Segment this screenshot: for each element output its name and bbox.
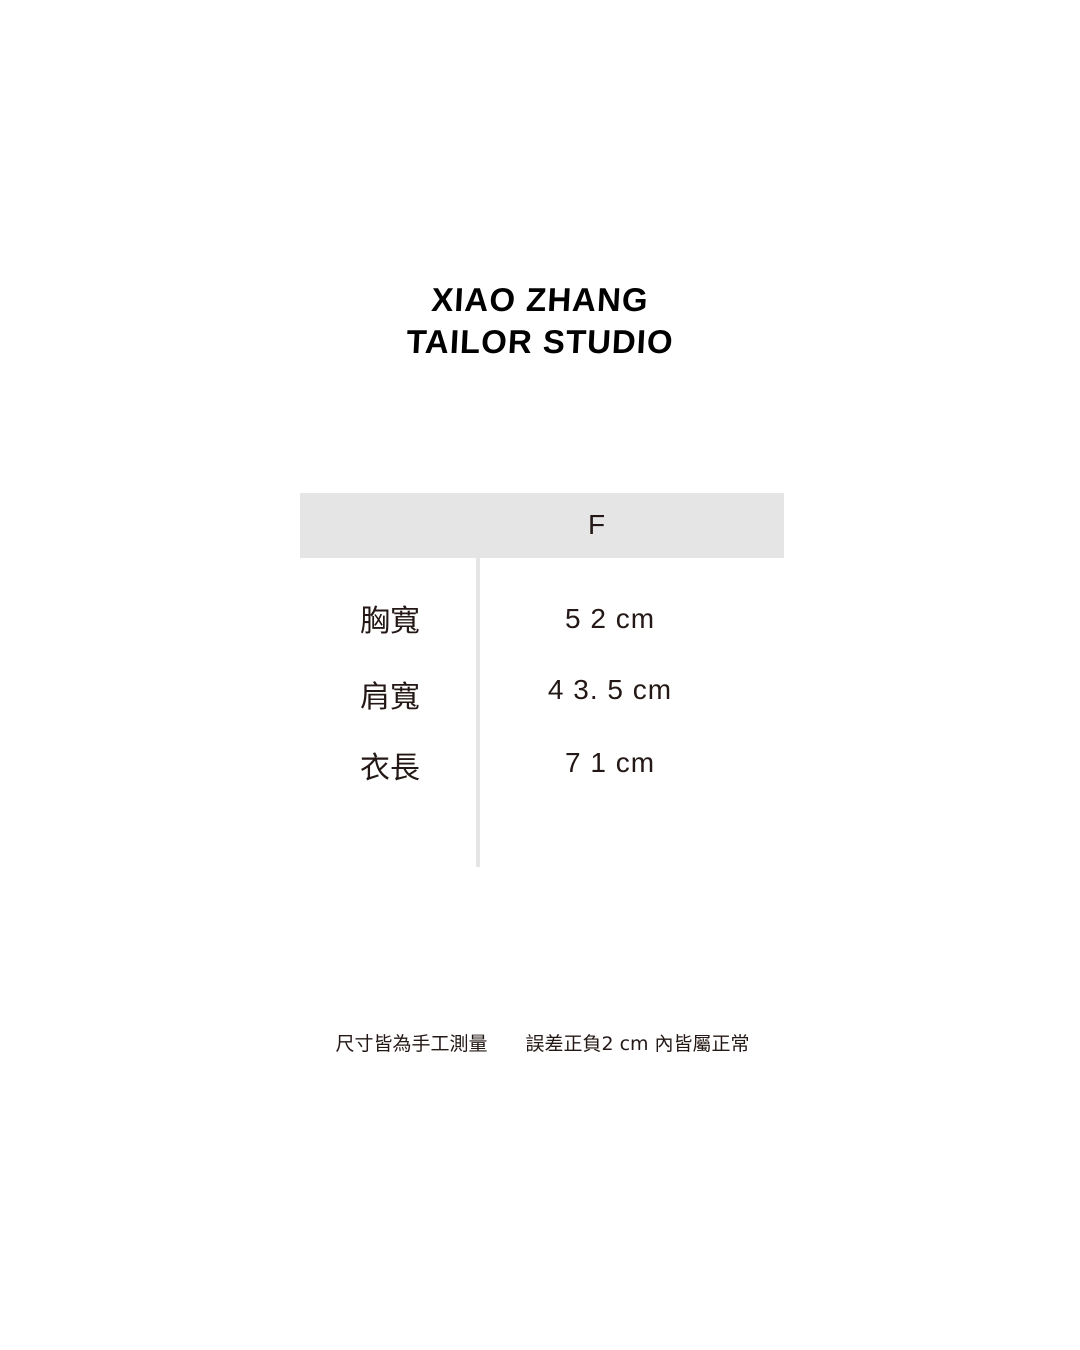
size-table-header: F [300,493,784,558]
row-label-chest: 胸寬 [360,604,420,639]
row-label-shoulder: 肩寬 [360,680,420,715]
row-value-chest: 5 2 cm [564,603,656,634]
brand-line-1: XIAO ZHANG [430,281,650,318]
row-label-length: 衣長 [360,751,420,786]
measurement-note: 尺寸皆為手工測量 誤差正負2 cm 內皆屬正常 [335,1033,750,1055]
row-value-shoulder: 4 3. 5 cm [547,674,673,705]
size-header-f: F [588,509,606,540]
row-value-length: 7 1 cm [564,747,656,778]
column-divider [476,558,480,867]
brand-logo: XIAO ZHANG TAILOR STUDIO [0,279,1080,363]
brand-line-2: TAILOR STUDIO [405,323,675,360]
